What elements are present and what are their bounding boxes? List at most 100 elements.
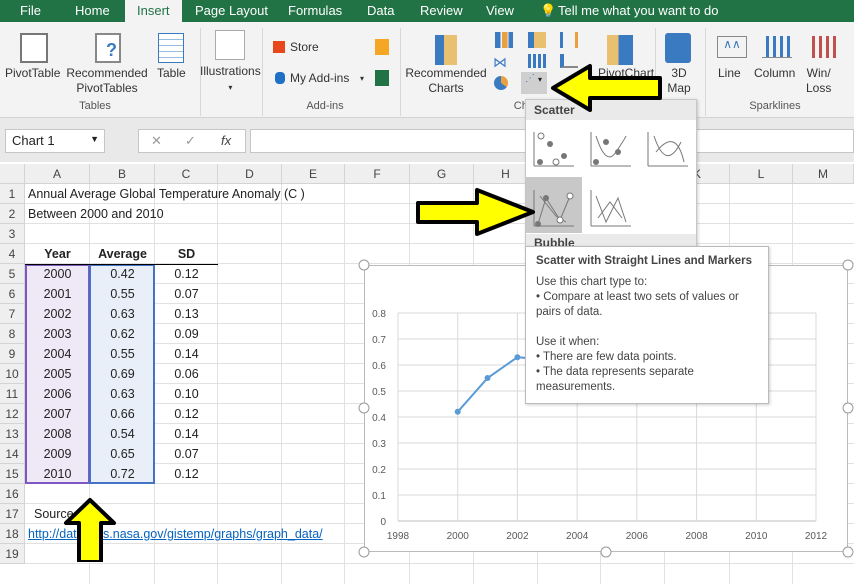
source-label[interactable]: Source <box>34 507 74 521</box>
row-header[interactable]: 17 <box>0 504 25 524</box>
table-cell[interactable]: 0.12 <box>174 267 199 281</box>
column-header[interactable]: D <box>218 164 282 184</box>
table-cell[interactable]: 0.66 <box>110 407 135 421</box>
table-cell[interactable]: 0.54 <box>110 427 135 441</box>
table-header[interactable]: Average <box>90 244 155 265</box>
line-chart-icon[interactable]: ⋈ <box>493 54 507 70</box>
table-cell[interactable]: 0.62 <box>110 327 135 341</box>
tab-review[interactable]: Review <box>420 3 463 18</box>
scatter-straight-lines-option[interactable] <box>590 190 631 227</box>
table-cell[interactable]: 0.63 <box>110 387 135 401</box>
table-cell[interactable]: 0.65 <box>110 447 135 461</box>
tab-data[interactable]: Data <box>367 3 395 18</box>
row-header[interactable]: 18 <box>0 524 25 544</box>
scatter-smooth-lines-option[interactable] <box>647 132 688 167</box>
table-cell[interactable]: 2001 <box>43 287 72 301</box>
table-cell[interactable]: 2006 <box>43 387 72 401</box>
resize-handle[interactable] <box>358 546 370 558</box>
row-header[interactable]: 4 <box>0 244 25 264</box>
cancel-icon[interactable]: ✕ <box>151 133 162 148</box>
store-button[interactable]: Store <box>290 40 319 54</box>
select-all-corner[interactable] <box>0 164 25 184</box>
table-cell[interactable]: 0.06 <box>174 367 199 381</box>
table-cell[interactable]: 0.07 <box>174 447 199 461</box>
table-cell[interactable]: 0.12 <box>174 467 199 481</box>
row-header[interactable]: 9 <box>0 344 25 364</box>
table-cell[interactable]: 0.55 <box>110 347 135 361</box>
row-header[interactable]: 15 <box>0 464 25 484</box>
table-cell[interactable]: 2010 <box>43 467 72 481</box>
scatter-smooth-lines-markers-option[interactable] <box>590 132 631 167</box>
recommended-charts-button[interactable]: Recommended Charts <box>404 66 488 96</box>
row-header[interactable]: 6 <box>0 284 25 304</box>
table-cell[interactable]: 0.42 <box>110 267 135 281</box>
statistic-chart-icon[interactable] <box>528 54 546 68</box>
hierarchy-chart-icon[interactable] <box>528 32 546 48</box>
enter-icon[interactable]: ✓ <box>185 133 196 148</box>
resize-handle[interactable] <box>842 402 854 414</box>
table-header[interactable]: Year <box>25 244 90 265</box>
table-cell[interactable]: 2000 <box>43 267 72 281</box>
illustrations-button[interactable]: Illustrations ▾ <box>200 64 261 92</box>
column-chart-icon[interactable] <box>495 32 513 48</box>
sheet-title[interactable]: Annual Average Global Temperature Anomal… <box>28 187 305 201</box>
column-header[interactable]: G <box>410 164 474 184</box>
tab-page-layout[interactable]: Page Layout <box>195 3 269 18</box>
row-header[interactable]: 3 <box>0 224 25 244</box>
table-cell[interactable]: 2002 <box>43 307 72 321</box>
waterfall-chart-icon[interactable] <box>560 32 578 48</box>
sparkline-column-button[interactable]: Column <box>754 66 796 80</box>
table-cell[interactable]: 2009 <box>43 447 72 461</box>
table-cell[interactable]: 0.07 <box>174 287 199 301</box>
row-header[interactable]: 7 <box>0 304 25 324</box>
tab-formulas[interactable]: Formulas <box>288 3 343 18</box>
resize-handle[interactable] <box>358 402 370 414</box>
pivottable-button[interactable]: PivotTable <box>5 66 61 80</box>
resize-handle[interactable] <box>600 546 612 558</box>
table-cell[interactable]: 0.72 <box>110 467 135 481</box>
table-cell[interactable]: 0.13 <box>174 307 199 321</box>
recommended-pivottables-button[interactable]: Recommended PivotTables <box>66 66 148 96</box>
row-header[interactable]: 14 <box>0 444 25 464</box>
sparkline-winloss-button[interactable]: Win/Loss <box>806 66 831 96</box>
row-header[interactable]: 12 <box>0 404 25 424</box>
name-box[interactable]: Chart 1 ▼ <box>5 129 105 153</box>
chevron-down-icon[interactable]: ▾ <box>360 74 365 83</box>
row-header[interactable]: 13 <box>0 424 25 444</box>
table-cell[interactable]: 2008 <box>43 427 72 441</box>
my-addins-button[interactable]: My Add-ins <box>290 71 350 85</box>
row-header[interactable]: 8 <box>0 324 25 344</box>
row-header[interactable]: 10 <box>0 364 25 384</box>
table-cell[interactable]: 2003 <box>43 327 72 341</box>
scatter-straight-lines-markers-option[interactable] <box>526 177 582 233</box>
insert-function-icon[interactable]: fx <box>221 133 232 148</box>
row-header[interactable]: 1 <box>0 184 25 204</box>
sheet-subtitle[interactable]: Between 2000 and 2010 <box>28 207 164 221</box>
column-header[interactable]: C <box>155 164 218 184</box>
tab-view[interactable]: View <box>486 3 514 18</box>
table-header[interactable]: SD <box>155 244 218 265</box>
row-header[interactable]: 16 <box>0 484 25 504</box>
resize-handle[interactable] <box>842 259 854 271</box>
row-header[interactable]: 5 <box>0 264 25 284</box>
row-header[interactable]: 11 <box>0 384 25 404</box>
tell-me-search[interactable]: Tell me what you want to do <box>558 3 719 18</box>
column-header[interactable]: B <box>90 164 155 184</box>
table-cell[interactable]: 0.10 <box>174 387 199 401</box>
tab-file[interactable]: File <box>20 3 41 18</box>
resize-handle[interactable] <box>842 546 854 558</box>
table-cell[interactable]: 0.12 <box>174 407 199 421</box>
table-cell[interactable]: 0.14 <box>174 427 199 441</box>
resize-handle[interactable] <box>358 259 370 271</box>
people-graph-icon[interactable] <box>375 70 389 86</box>
sparkline-line-button[interactable]: Line <box>718 66 741 80</box>
bing-icon[interactable] <box>375 39 389 55</box>
table-cell[interactable]: 0.63 <box>110 307 135 321</box>
column-header[interactable]: A <box>25 164 90 184</box>
table-cell[interactable]: 2005 <box>43 367 72 381</box>
column-header[interactable]: F <box>345 164 410 184</box>
tab-insert[interactable]: Insert <box>125 0 182 24</box>
table-cell[interactable]: 0.55 <box>110 287 135 301</box>
3d-map-button[interactable]: 3D Map <box>665 66 693 96</box>
column-header[interactable]: L <box>730 164 793 184</box>
